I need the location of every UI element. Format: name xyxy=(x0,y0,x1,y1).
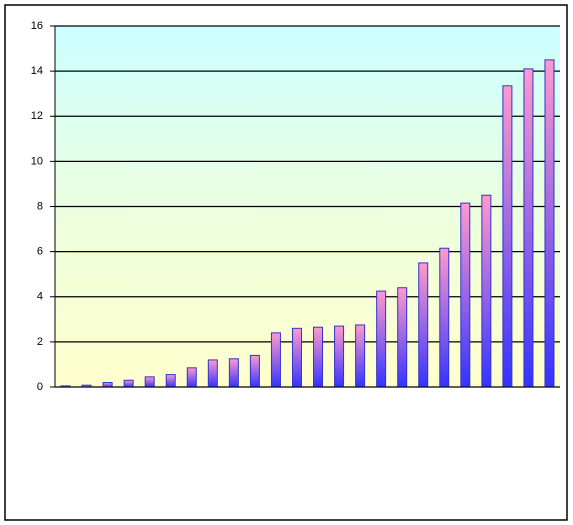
bar xyxy=(502,85,513,388)
bar xyxy=(376,290,387,388)
bar xyxy=(165,374,176,388)
bar xyxy=(291,327,302,388)
y-tick-label: 14 xyxy=(31,65,43,77)
y-tick-label: 10 xyxy=(31,155,43,167)
y-tick-label: 6 xyxy=(37,246,43,258)
bar xyxy=(481,194,492,388)
bar xyxy=(270,332,281,388)
bar xyxy=(397,287,408,388)
bar xyxy=(102,381,113,388)
bar xyxy=(186,367,197,388)
bar xyxy=(144,376,155,388)
bar xyxy=(334,325,345,388)
bar xyxy=(249,354,260,388)
y-tick-label: 0 xyxy=(37,381,43,393)
bar xyxy=(439,247,450,388)
bar xyxy=(544,59,555,388)
y-tick-label: 8 xyxy=(37,200,43,212)
bar xyxy=(207,359,218,388)
bar xyxy=(228,358,239,388)
y-tick-label: 12 xyxy=(31,110,43,122)
bar xyxy=(313,326,324,388)
bar xyxy=(523,68,534,388)
y-tick-label: 4 xyxy=(37,291,43,303)
bar xyxy=(355,324,366,388)
bar xyxy=(418,262,429,388)
bar xyxy=(123,379,134,388)
y-tick-label: 2 xyxy=(37,336,43,348)
bar xyxy=(460,202,471,388)
y-tick-label: 16 xyxy=(31,20,43,32)
